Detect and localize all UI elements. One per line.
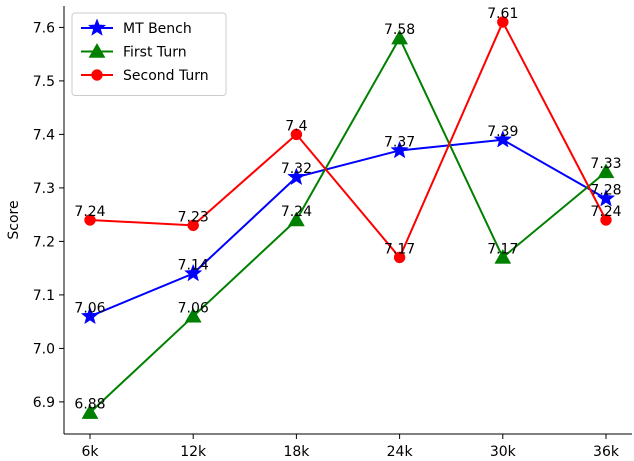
- series-line-mt-bench: [89, 138, 607, 318]
- y-tick-label: 6.9: [33, 395, 55, 411]
- data-label-first-turn: 7.06: [178, 300, 209, 316]
- data-point-mt-bench: [596, 188, 616, 207]
- data-label-second-turn: 7.23: [178, 209, 209, 225]
- series-second-turn: [84, 16, 612, 264]
- data-label-mt-bench: 7.14: [178, 258, 209, 274]
- data-point-first-turn: [81, 404, 99, 419]
- data-label-first-turn: 7.58: [384, 22, 415, 38]
- x-tick-label: 30k: [490, 444, 517, 460]
- y-axis-title: Score: [6, 200, 22, 239]
- legend-marker-second-turn: [91, 69, 103, 81]
- y-tick-label: 7.6: [33, 20, 55, 36]
- data-point-mt-bench: [80, 306, 100, 325]
- y-tick-label: 7.4: [33, 127, 55, 143]
- x-tick-label: 6k: [81, 444, 99, 460]
- legend-label-mt-bench: MT Bench: [123, 21, 192, 37]
- data-point-mt-bench: [183, 263, 203, 282]
- data-label-first-turn: 7.33: [590, 156, 621, 172]
- data-point-mt-bench: [493, 130, 513, 148]
- axes: 6.9 7.0 7.1 7.2 7.3 7.4 7.5 7.6 6k 12k 18k 24k 30k 36…: [6, 6, 632, 460]
- data-point-mt-bench: [390, 140, 409, 159]
- series-line-first-turn: [89, 35, 607, 414]
- series-mt-bench: [80, 130, 616, 325]
- x-tick-label: 24k: [387, 444, 414, 460]
- data-point-first-turn: [184, 307, 202, 323]
- data-point-first-turn: [597, 163, 615, 179]
- data-label-mt-bench: 7.39: [487, 124, 518, 140]
- data-point-second-turn: [187, 219, 199, 232]
- data-point-second-turn: [393, 251, 406, 264]
- y-tick-label: 7.1: [33, 288, 55, 304]
- series-layer: [80, 16, 616, 419]
- data-label-second-turn: 7.17: [384, 241, 415, 257]
- y-tick-label: 7.2: [33, 234, 55, 250]
- data-label-mt-bench: 7.37: [384, 134, 415, 150]
- legend-label-first-turn: First Turn: [123, 45, 187, 61]
- data-label-first-turn: 6.88: [74, 397, 105, 413]
- data-point-second-turn: [600, 214, 612, 226]
- data-label-second-turn: 7.4: [285, 118, 307, 134]
- data-point-first-turn: [494, 248, 512, 264]
- legend-label-second-turn: Second Turn: [123, 68, 209, 84]
- data-label-second-turn: 7.24: [74, 204, 105, 220]
- data-label-first-turn: 7.24: [281, 204, 312, 220]
- legend-marker-first-turn: [88, 42, 106, 58]
- data-label-second-turn: 7.61: [487, 6, 518, 22]
- data-label-second-turn: 7.24: [590, 204, 621, 220]
- series-first-turn: [81, 29, 615, 419]
- data-point-first-turn: [287, 211, 305, 227]
- y-tick-label: 7.5: [33, 74, 55, 90]
- data-label-mt-bench: 7.32: [281, 161, 312, 177]
- x-tick-label: 36k: [593, 444, 620, 460]
- data-label-first-turn: 7.17: [487, 241, 518, 257]
- legend-marker-mt-bench: [87, 18, 107, 36]
- y-tick-label: 7.3: [33, 181, 55, 197]
- x-tick-label: 18k: [283, 444, 310, 460]
- y-tick-label: 7.0: [33, 341, 55, 357]
- data-point-second-turn: [84, 214, 96, 226]
- series-line-second-turn: [89, 19, 607, 260]
- data-point-mt-bench: [287, 167, 306, 186]
- x-tick-label: 12k: [180, 444, 207, 460]
- data-point-first-turn: [391, 29, 409, 45]
- data-point-second-turn: [497, 16, 509, 28]
- data-point-second-turn: [290, 128, 303, 141]
- data-label-mt-bench: 7.28: [590, 183, 621, 199]
- data-labels: 7.06 7.14 7.32 7.37 7.39 7.28 6.88 7.06 7.24 7.58…: [74, 6, 621, 413]
- data-label-mt-bench: 7.06: [74, 300, 105, 316]
- legend: MT Bench First Turn Second Turn: [71, 12, 227, 96]
